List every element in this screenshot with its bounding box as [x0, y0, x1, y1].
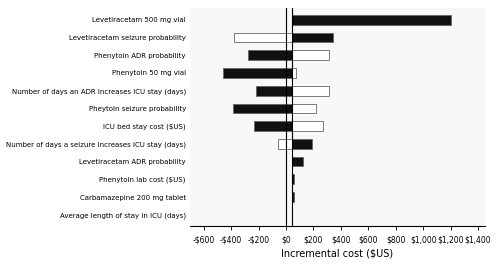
Bar: [292, 15, 450, 25]
Bar: [248, 51, 292, 60]
Bar: [256, 86, 292, 95]
Bar: [292, 157, 302, 166]
Bar: [223, 68, 292, 78]
Bar: [292, 86, 329, 95]
X-axis label: Incremental cost ($US): Incremental cost ($US): [282, 248, 394, 259]
Bar: [292, 68, 296, 78]
Bar: [292, 51, 329, 60]
Bar: [232, 104, 292, 113]
Bar: [278, 139, 292, 149]
Bar: [292, 192, 294, 202]
Bar: [292, 104, 316, 113]
Bar: [292, 139, 312, 149]
Bar: [254, 121, 292, 131]
Bar: [292, 121, 323, 131]
Bar: [292, 174, 294, 184]
Bar: [292, 33, 333, 43]
Bar: [234, 33, 292, 43]
